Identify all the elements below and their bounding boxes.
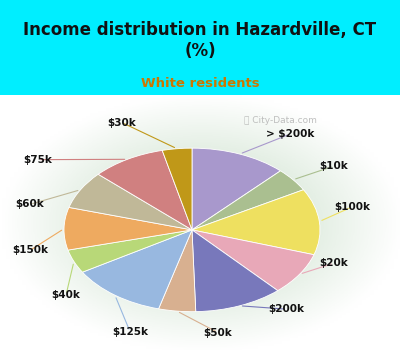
Text: $125k: $125k (112, 327, 148, 337)
Wedge shape (69, 174, 192, 230)
Wedge shape (192, 230, 314, 290)
Text: $30k: $30k (108, 118, 136, 128)
Text: White residents: White residents (141, 77, 259, 90)
Wedge shape (64, 208, 192, 250)
Text: $200k: $200k (268, 304, 304, 314)
Wedge shape (162, 148, 192, 230)
Text: $150k: $150k (12, 245, 48, 256)
Text: > $200k: > $200k (266, 129, 314, 139)
Wedge shape (192, 190, 320, 255)
Text: $75k: $75k (24, 155, 52, 164)
Wedge shape (68, 230, 192, 272)
Wedge shape (98, 150, 192, 230)
Wedge shape (192, 171, 304, 230)
Text: $40k: $40k (52, 290, 80, 300)
Wedge shape (158, 230, 196, 312)
Text: Income distribution in Hazardville, CT
(%): Income distribution in Hazardville, CT (… (24, 21, 376, 60)
Text: $60k: $60k (16, 199, 44, 209)
Text: $20k: $20k (320, 258, 348, 268)
Text: $10k: $10k (320, 161, 348, 171)
Wedge shape (192, 148, 280, 230)
Text: $50k: $50k (204, 328, 232, 338)
Wedge shape (192, 230, 278, 312)
Wedge shape (82, 230, 192, 309)
Text: $100k: $100k (334, 202, 370, 212)
Text: ⓘ City-Data.com: ⓘ City-Data.com (244, 116, 316, 125)
